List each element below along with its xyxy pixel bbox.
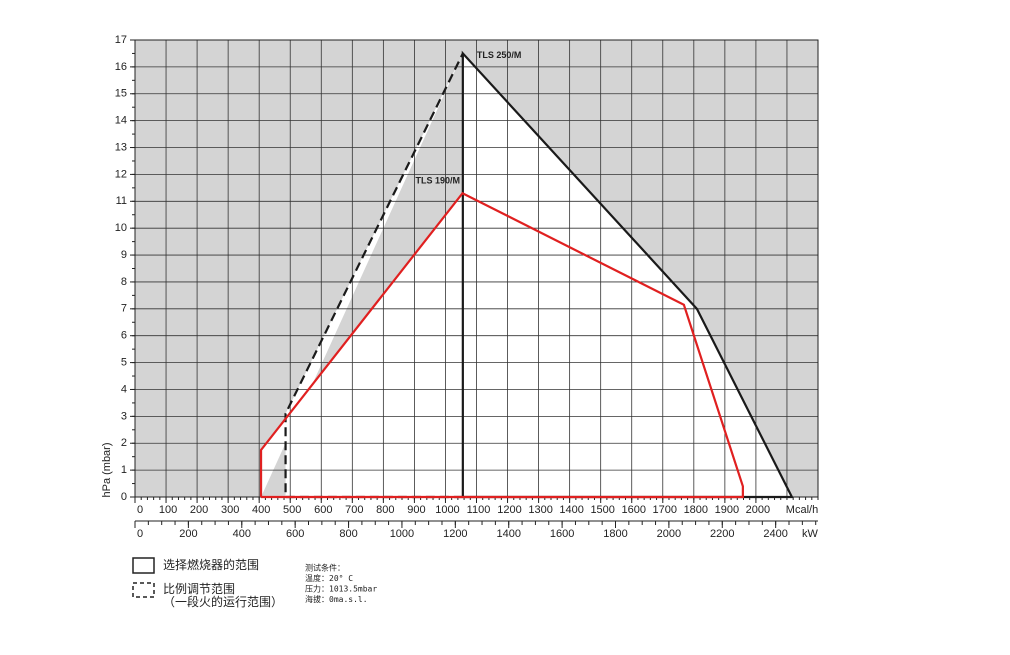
legend-text: （一段火的运行范围） (163, 594, 283, 609)
y-tick-label: 1 (121, 464, 127, 476)
y-tick-label: 15 (115, 88, 127, 100)
x2-unit: kW (802, 528, 819, 540)
x-tick-label: 1100 (467, 504, 491, 516)
x2-tick-label: 0 (137, 528, 143, 540)
note-line: 测试条件： (305, 563, 345, 573)
y-tick-label: 17 (115, 34, 127, 46)
x-tick-label: 1600 (621, 504, 645, 516)
x-tick-label: 1300 (528, 504, 552, 516)
x2-tick-label: 200 (179, 528, 197, 540)
x-tick-label: 400 (252, 504, 270, 516)
y-tick-label: 7 (121, 303, 127, 315)
x-tick-label: 1700 (653, 504, 677, 516)
x-tick-label: 200 (190, 504, 208, 516)
x2-tick-label: 1800 (603, 528, 627, 540)
legend-dashed-icon (132, 582, 155, 598)
legend-text: 选择燃烧器的范围 (163, 557, 259, 572)
x-tick-label: 1500 (590, 504, 614, 516)
x-tick-label: 800 (376, 504, 394, 516)
x-tick-label: 300 (221, 504, 239, 516)
y-tick-label: 4 (121, 383, 127, 395)
x2-tick-label: 1200 (443, 528, 467, 540)
y-tick-label: 9 (121, 249, 127, 261)
x2-tick-label: 800 (339, 528, 357, 540)
x2-tick-label: 2000 (657, 528, 681, 540)
x-tick-label: 0 (137, 504, 143, 516)
y-tick-label: 13 (115, 141, 127, 153)
x-tick-label: 900 (407, 504, 425, 516)
x-tick-label: 1200 (497, 504, 521, 516)
x2-tick-label: 1400 (496, 528, 520, 540)
series-label: TLS 250/M (477, 50, 522, 60)
legend-solid-icon (132, 557, 155, 574)
x-tick-label: 700 (345, 504, 363, 516)
x2-tick-label: 1000 (390, 528, 414, 540)
x-tick-label: 1400 (559, 504, 583, 516)
y-tick-label: 8 (121, 276, 127, 288)
x-unit: Mcal/h (786, 504, 818, 516)
y-tick-label: 5 (121, 356, 127, 368)
y-tick-label: 16 (115, 61, 127, 73)
range-fill (261, 53, 792, 498)
x2-tick-label: 2200 (710, 528, 734, 540)
series-label: TLS 190/M (416, 176, 461, 186)
legend-text: 比例调节范围 (163, 582, 235, 596)
y-tick-label: 10 (115, 222, 127, 234)
y-tick-label: 12 (115, 168, 127, 180)
x-tick-label: 1900 (715, 504, 739, 516)
x2-tick-label: 1600 (550, 528, 574, 540)
x-tick-label: 2000 (746, 504, 770, 516)
x2-tick-label: 600 (286, 528, 304, 540)
note-line: 温度：20° C (305, 573, 353, 583)
x-tick-label: 1800 (684, 504, 708, 516)
y-tick-label: 2 (121, 437, 127, 449)
y-tick-label: 11 (116, 195, 127, 207)
y-tick-label: 14 (115, 115, 127, 127)
x-tick-label: 1000 (435, 504, 459, 516)
y-tick-label: 6 (121, 330, 127, 342)
note-line: 海拔：0ma.s.l. (305, 594, 368, 604)
y-tick-label: 0 (121, 491, 127, 503)
x-tick-label: 500 (283, 504, 301, 516)
series-line (259, 191, 744, 499)
x2-tick-label: 400 (233, 528, 251, 540)
y-tick-label: 3 (121, 410, 127, 422)
x-tick-label: 600 (314, 504, 332, 516)
note-line: 压力：1013.5mbar (305, 584, 377, 594)
x2-tick-label: 2400 (763, 528, 787, 540)
x-tick-label: 100 (159, 504, 177, 516)
y-axis-label: hPa (mbar) (101, 442, 113, 497)
